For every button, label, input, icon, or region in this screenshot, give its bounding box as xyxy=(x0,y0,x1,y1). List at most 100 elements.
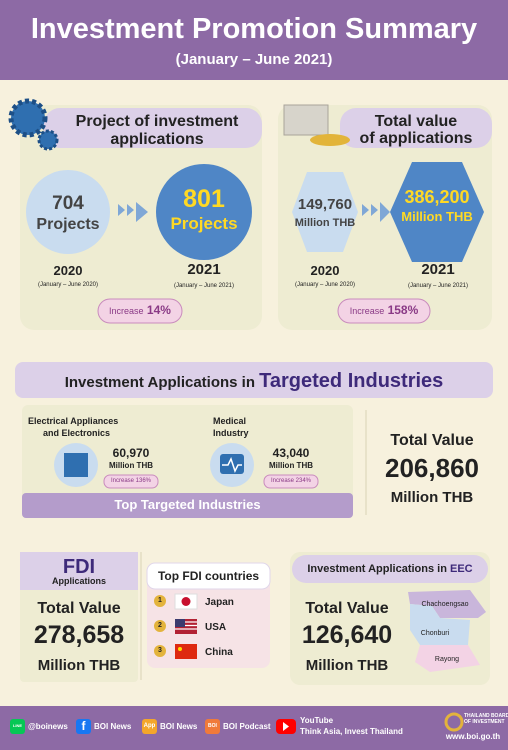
icon-label: LINE xyxy=(12,723,23,728)
banner xyxy=(15,362,493,398)
coin-icon xyxy=(310,134,350,146)
icon-label: f xyxy=(81,719,86,733)
link[interactable]: BOI News xyxy=(94,722,132,731)
total-label: Total Value xyxy=(390,432,474,449)
link[interactable]: BOI Podcast xyxy=(223,722,271,731)
unit: Million THB xyxy=(401,209,473,224)
year: 2020 xyxy=(53,263,83,278)
subtitle: (January – June 2021) xyxy=(175,51,333,68)
medal xyxy=(154,645,166,657)
unit: Projects xyxy=(36,216,100,233)
period: (January – June 2020) xyxy=(294,282,356,288)
region: Chonburi xyxy=(420,630,450,637)
value: 149,760 xyxy=(297,196,353,213)
medal xyxy=(154,595,166,607)
panel xyxy=(278,105,492,330)
industry-name: Industry xyxy=(213,428,249,438)
map-region xyxy=(415,645,480,672)
total-value: 126,640 xyxy=(301,621,393,649)
period: (January – June 2021) xyxy=(173,283,235,289)
total-unit: Million THB xyxy=(390,489,474,506)
value: 386,200 xyxy=(404,187,470,207)
title-pill xyxy=(292,555,488,583)
icon-label: BOI xyxy=(208,723,217,729)
flag-usa-canton xyxy=(175,619,185,627)
increase-value: 14% xyxy=(146,303,171,317)
panel-title-text: Investment Applications in xyxy=(307,563,447,575)
value: 704 xyxy=(52,193,84,214)
chip-icon xyxy=(64,453,88,477)
value: 801 xyxy=(183,185,225,213)
rank: 2 xyxy=(158,622,162,629)
increase: Increase 158% xyxy=(338,303,430,317)
title-pill xyxy=(340,108,492,148)
period: (January – June 2021) xyxy=(407,283,469,289)
title-box xyxy=(20,552,138,590)
link[interactable]: @boinews xyxy=(28,722,68,731)
arrow xyxy=(362,202,390,222)
url[interactable]: www.boi.go.th xyxy=(445,732,501,741)
rank: 3 xyxy=(158,647,162,654)
increase: Increase 14% xyxy=(98,303,182,317)
title: Investment Promotion Summary xyxy=(30,13,478,45)
panel-title: Investment Applications in EEC xyxy=(292,563,488,575)
fdi-title: FDI xyxy=(62,556,96,578)
increase-label: Increase xyxy=(349,306,385,316)
footer-label: Top Targeted Industries xyxy=(114,497,261,512)
youtube-play xyxy=(283,722,289,731)
boi-logo xyxy=(444,712,464,732)
link[interactable]: BOI News xyxy=(160,722,198,731)
facebook-icon xyxy=(76,719,91,734)
increase-value: 158% xyxy=(387,303,419,317)
total-unit: Million THB xyxy=(305,657,389,674)
hexagon xyxy=(292,172,358,252)
circle xyxy=(26,170,110,254)
industry-unit: Million THB xyxy=(109,461,153,470)
flag-china xyxy=(175,644,197,659)
org: OF INVESTMENT xyxy=(464,719,505,725)
map-region xyxy=(410,604,470,645)
panel-title: Top FDI countries xyxy=(157,569,260,583)
industry-increase: Increase 234% xyxy=(270,478,312,484)
unit: Million THB xyxy=(294,217,356,229)
banner-title-emph: Targeted Industries xyxy=(259,370,444,392)
icon-label: App xyxy=(143,723,156,729)
total-label: Total Value xyxy=(305,600,389,617)
country: China xyxy=(205,647,233,658)
period: (January – June 2020) xyxy=(37,282,99,288)
section-title: Project of investment applications xyxy=(75,113,239,148)
gear-icon xyxy=(8,98,48,138)
increase-pill xyxy=(103,474,159,489)
rank: 1 xyxy=(158,597,162,604)
panel-title-emph: EEC xyxy=(450,563,473,575)
region: Chachoengsao xyxy=(421,601,469,608)
org: THAILAND BOARD xyxy=(464,713,508,719)
title-pill xyxy=(44,108,262,148)
banner-title: Investment Applications in Targeted Indu… xyxy=(15,370,493,392)
gear-icon xyxy=(37,129,59,151)
link[interactable]: YouTube xyxy=(300,716,334,725)
country: USA xyxy=(205,622,227,633)
line-icon xyxy=(10,719,25,734)
medal xyxy=(154,620,166,632)
increase-label: Increase xyxy=(109,306,144,316)
industry-value: 60,970 xyxy=(112,446,150,460)
banner-title-text: Investment Applications in xyxy=(64,374,255,391)
industry-name: Electrical Appliances xyxy=(28,416,119,426)
country: Japan xyxy=(205,597,234,608)
section-title: of applications xyxy=(359,130,473,147)
total-value: 206,860 xyxy=(385,453,479,483)
industry-unit: Million THB xyxy=(269,461,313,470)
arrow xyxy=(118,202,148,222)
total-value: 278,658 xyxy=(33,621,125,649)
link-sub: Think Asia, Invest Thailand xyxy=(300,727,403,736)
industry-increase: Increase 136% xyxy=(110,478,152,484)
year: 2021 xyxy=(421,261,455,278)
footer-bar xyxy=(22,493,353,518)
pulse xyxy=(222,457,242,473)
year: 2020 xyxy=(310,263,340,278)
podcast-icon xyxy=(205,719,220,734)
header-band xyxy=(0,0,508,80)
